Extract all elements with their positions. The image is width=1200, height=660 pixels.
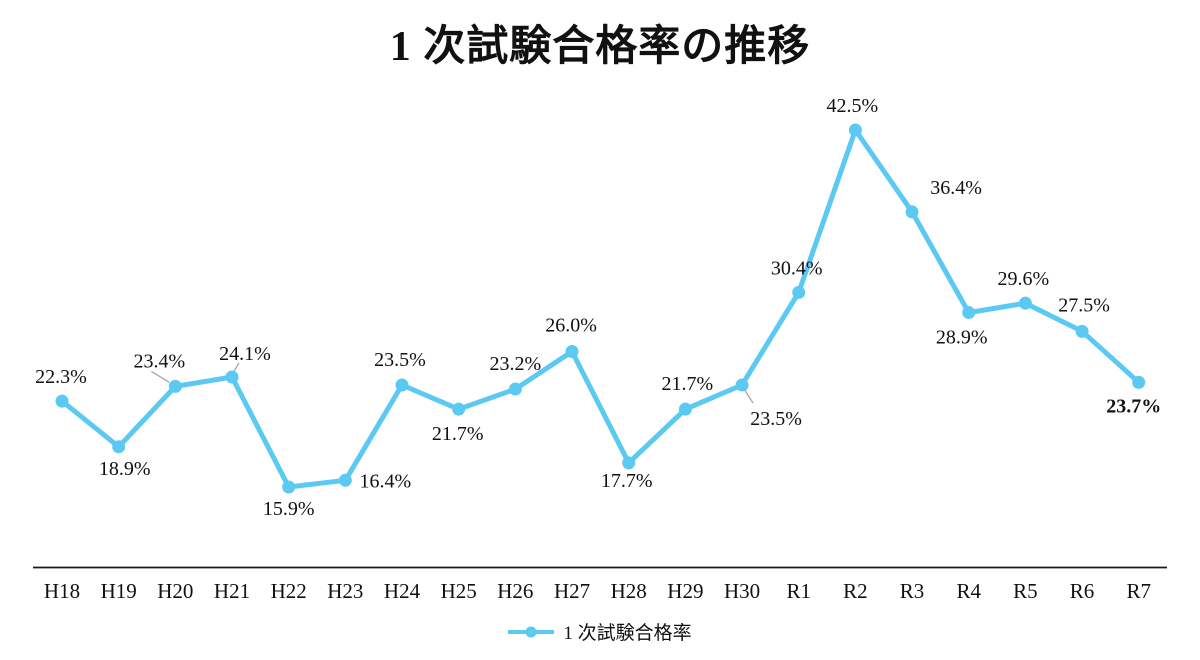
data-label-H28: 17.7%	[601, 470, 653, 492]
data-label-H29: 21.7%	[662, 373, 714, 395]
x-axis-label-H21: H21	[214, 579, 250, 603]
data-label-R6: 27.5%	[1058, 294, 1110, 316]
data-label-H26: 23.2%	[490, 353, 542, 375]
x-axis-label-R1: R1	[786, 579, 811, 603]
data-point-H29	[678, 402, 692, 416]
data-point-H23	[338, 473, 352, 487]
label-leader-line	[743, 388, 754, 404]
data-point-H20	[168, 379, 182, 393]
data-label-H19: 18.9%	[99, 458, 151, 480]
x-axis-label-H20: H20	[157, 579, 193, 603]
data-point-H19	[112, 440, 126, 454]
data-point-R6	[1075, 324, 1089, 338]
data-point-H25	[452, 402, 466, 416]
data-point-H26	[508, 382, 522, 396]
data-label-R4: 28.9%	[936, 327, 988, 349]
data-point-H28	[622, 456, 636, 470]
chart-title: 1 次試験合格率の推移	[389, 24, 811, 70]
data-label-H22: 15.9%	[263, 498, 315, 520]
x-axis-label-H24: H24	[384, 579, 421, 603]
data-point-R5	[1018, 296, 1032, 310]
x-axis-label-H28: H28	[611, 579, 647, 603]
legend-label: 1 次試験合格率	[563, 623, 692, 644]
x-axis-label-H23: H23	[327, 579, 363, 603]
data-label-H25: 21.7%	[432, 423, 484, 445]
data-label-H20: 23.4%	[134, 350, 186, 372]
x-axis-label-R6: R6	[1070, 579, 1095, 603]
data-label-R5: 29.6%	[998, 268, 1050, 290]
data-label-H23: 16.4%	[360, 470, 412, 492]
data-point-R4	[962, 306, 976, 320]
label-leader-line	[151, 370, 170, 383]
data-label-R3: 36.4%	[930, 177, 982, 199]
legend-line-marker-icon	[508, 626, 555, 637]
x-axis-label-R7: R7	[1126, 579, 1151, 603]
x-axis-label-R5: R5	[1013, 579, 1038, 603]
data-point-H21	[225, 370, 239, 384]
data-label-H30: 23.5%	[750, 408, 802, 430]
pass-rate-line	[59, 127, 1142, 490]
data-label-H18: 22.3%	[35, 366, 87, 388]
data-point-R2	[848, 123, 862, 137]
x-axis-label-H22: H22	[271, 579, 307, 603]
x-axis-label-R4: R4	[956, 579, 981, 603]
data-point-R7	[1132, 375, 1146, 389]
data-point-R3	[905, 205, 919, 219]
x-axis-label-H18: H18	[44, 579, 80, 603]
data-label-H21: 24.1%	[219, 343, 271, 365]
data-label-H24: 23.5%	[374, 349, 426, 371]
legend: 1 次試験合格率	[0, 618, 1200, 645]
data-label-H27: 26.0%	[545, 314, 597, 336]
x-axis-label-H25: H25	[441, 579, 477, 603]
data-point-H27	[565, 344, 579, 358]
data-point-H18	[55, 394, 69, 408]
x-axis-label-H19: H19	[101, 579, 137, 603]
data-point-H30	[735, 378, 749, 392]
data-point-R1	[792, 285, 806, 299]
x-axis-label-H26: H26	[497, 579, 533, 603]
x-axis-label-R2: R2	[843, 579, 868, 603]
data-label-R7: 23.7%	[1106, 395, 1161, 417]
data-label-R1: 30.4%	[771, 257, 823, 279]
x-axis-label-R3: R3	[900, 579, 925, 603]
data-point-H22	[282, 480, 296, 494]
x-axis-label-H29: H29	[667, 579, 703, 603]
data-point-H24	[395, 378, 409, 392]
x-axis-label-H27: H27	[554, 579, 590, 603]
data-label-R2: 42.5%	[827, 95, 879, 117]
x-axis-label-H30: H30	[724, 579, 760, 603]
